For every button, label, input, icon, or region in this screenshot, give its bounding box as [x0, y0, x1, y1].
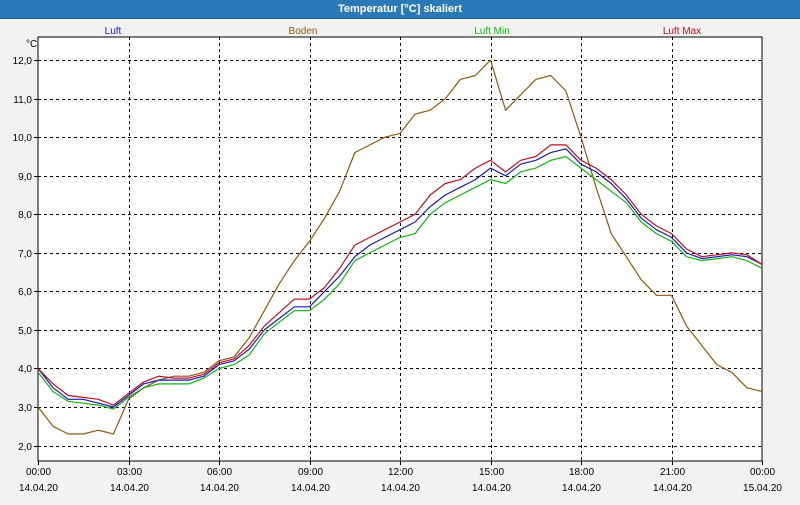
x-tick-label-date: 14.04.20 — [472, 483, 511, 494]
y-tick-label: 9,0 — [18, 172, 32, 183]
x-tick-label-time: 15:00 — [479, 467, 504, 478]
y-tick-label: 5,0 — [18, 326, 32, 337]
x-tick-label-date: 14.04.20 — [19, 483, 58, 494]
y-tick-label: 7,0 — [18, 249, 32, 260]
legend-entry: Luft Max — [663, 26, 701, 37]
x-tick-label-time: 00:00 — [750, 467, 775, 478]
series-line — [37, 155, 763, 410]
x-tick-label-date: 14.04.20 — [200, 483, 239, 494]
temperature-chart: 2,0 3,0 4,0 5,0 6,0 7,0 8,0 9,0 10,0 11,0 12,0 °C 00… — [13, 26, 783, 494]
x-tick-label-date: 15.04.20 — [743, 483, 782, 494]
y-tick-label: 10,0 — [13, 133, 33, 144]
x-tick-label-time: 06:00 — [207, 467, 232, 478]
x-tick-label-time: 18:00 — [569, 467, 594, 478]
series-line — [37, 148, 763, 408]
y-tick-label: 8,0 — [18, 210, 32, 221]
x-tick-label-time: 09:00 — [298, 467, 323, 478]
y-tick-label: 12,0 — [13, 56, 33, 67]
x-tick-label-date: 14.04.20 — [110, 483, 149, 494]
x-tick-label-date: 14.04.20 — [381, 483, 420, 494]
legend-entry: Luft Min — [474, 26, 510, 37]
y-axis-unit: °C — [26, 39, 37, 50]
x-tick-label-date: 14.04.20 — [653, 483, 692, 494]
y-tick-label: 11,0 — [13, 95, 32, 106]
legend-entry: Luft — [105, 26, 122, 37]
y-tick-label: 4,0 — [18, 364, 32, 375]
x-tick-label-time: 03:00 — [117, 467, 142, 478]
y-tick-label: 2,0 — [18, 442, 32, 453]
y-tick-label: 3,0 — [18, 403, 32, 414]
chart-title: Temperatur [°C] skaliert — [337, 3, 462, 15]
x-tick-label-time: 21:00 — [660, 467, 685, 478]
y-tick-label: 6,0 — [18, 287, 32, 298]
legend-entry: Boden — [289, 26, 318, 37]
chart-title-bar: Temperatur [°C] skaliert — [0, 0, 800, 19]
x-tick-label-date: 14.04.20 — [562, 483, 601, 494]
series-line — [37, 144, 763, 406]
x-tick-label-time: 00:00 — [26, 467, 51, 478]
x-tick-label-date: 14.04.20 — [291, 483, 330, 494]
chart-area: 2,0 3,0 4,0 5,0 6,0 7,0 8,0 9,0 10,0 11,0 12,0 °C 00… — [0, 19, 800, 500]
x-tick-label-time: 12:00 — [388, 467, 413, 478]
